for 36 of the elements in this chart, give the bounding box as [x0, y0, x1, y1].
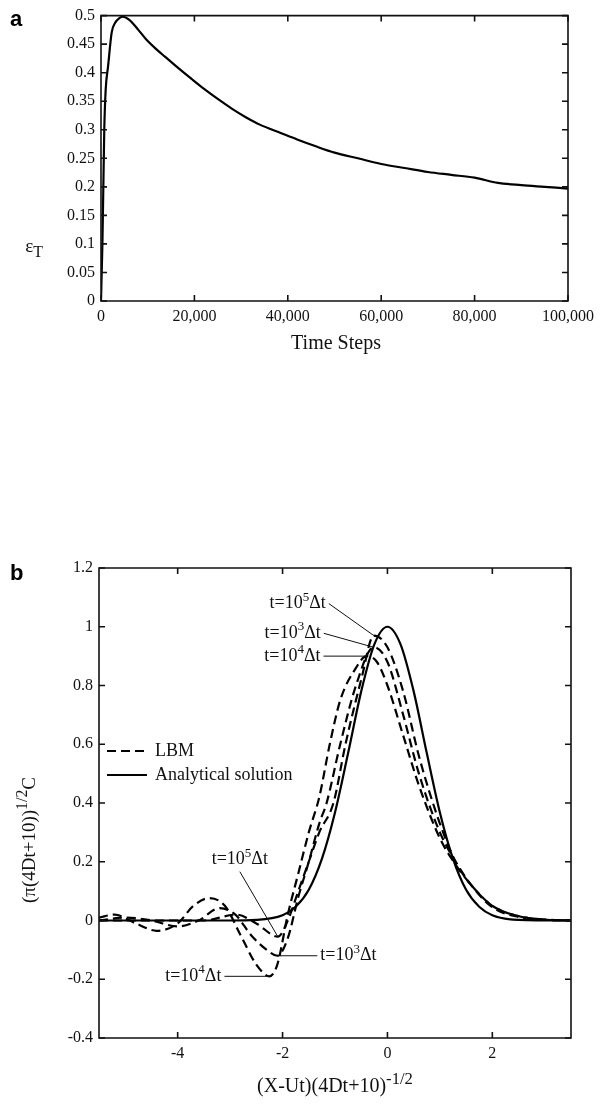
y-tick-label: 0.4 [73, 793, 93, 811]
y-tick-label: 0.05 [67, 262, 95, 280]
x-axis-title: (X-Ut)(4Dt+10)$^{-1/2}$ [257, 1069, 413, 1096]
x-tick-label: 2 [488, 1043, 497, 1061]
y-tick-label: 0.2 [73, 851, 93, 869]
x-tick-label: -2 [275, 1043, 290, 1061]
legend-label: Analytical solution [155, 763, 293, 784]
y-tick-label: -0.4 [67, 1028, 93, 1046]
y-tick-label: 1.2 [73, 558, 93, 576]
y-tick-label: 1 [85, 616, 93, 634]
x-axis-title: Time Steps [291, 331, 381, 353]
y-tick-label: 0 [87, 291, 95, 309]
y-tick-label: 0.6 [73, 734, 93, 752]
chart-title: b [10, 560, 24, 586]
x-tick-label: 20,000 [172, 306, 217, 324]
y-axis-title: ε$_{T}$ [25, 235, 43, 260]
y-tick-label: 0.4 [75, 62, 95, 80]
x-tick-label: 0 [383, 1043, 392, 1061]
y-tick-label: 0.5 [75, 5, 95, 23]
y-tick-label: 0.1 [75, 234, 95, 252]
y-tick-label: 0.45 [67, 34, 95, 52]
y-tick-label: 0.2 [75, 177, 95, 195]
x-tick-label: 80,000 [452, 306, 497, 324]
y-tick-label: 0 [85, 910, 93, 928]
x-tick-label: 40,000 [265, 306, 310, 324]
y-tick-label: 0.8 [73, 675, 93, 693]
y-tick-label: -0.2 [67, 969, 93, 987]
x-tick-label: 60,000 [359, 306, 404, 324]
chart-title: a [10, 6, 23, 32]
y-tick-label: 0.3 [75, 119, 95, 137]
y-tick-label: 0.25 [67, 148, 95, 166]
legend-label: LBM [155, 739, 195, 760]
x-tick-label: -4 [171, 1043, 185, 1061]
x-tick-label: 100,000 [542, 306, 594, 324]
y-tick-label: 0.35 [67, 91, 95, 109]
y-tick-label: 0.15 [67, 205, 95, 223]
